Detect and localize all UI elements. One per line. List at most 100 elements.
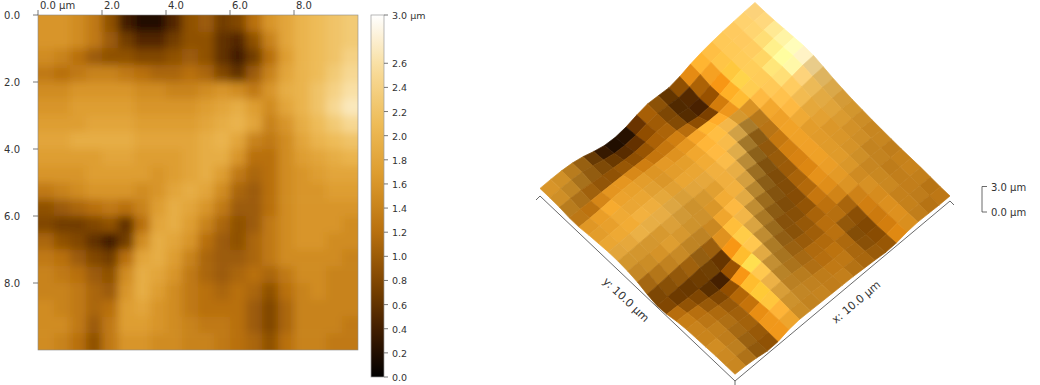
height-cell bbox=[326, 166, 343, 183]
height-cell bbox=[38, 300, 55, 317]
height-cell bbox=[262, 317, 279, 334]
height-cell bbox=[102, 32, 119, 49]
height-cell bbox=[38, 82, 55, 99]
height-cell bbox=[294, 132, 311, 149]
height-cell bbox=[310, 132, 327, 149]
height-cell bbox=[214, 32, 231, 49]
height-cell bbox=[262, 333, 279, 350]
height-cell bbox=[278, 15, 295, 32]
height-cell bbox=[118, 82, 135, 99]
height-cell bbox=[70, 266, 87, 283]
height-cell bbox=[54, 283, 71, 300]
colorbar-tick-label: 0.8 bbox=[392, 275, 407, 286]
height-cell bbox=[246, 266, 263, 283]
colorbar-tick bbox=[384, 135, 388, 136]
height-cell bbox=[54, 266, 71, 283]
height-cell bbox=[262, 166, 279, 183]
colorbar-tick bbox=[384, 208, 388, 209]
colorbar-tick bbox=[384, 328, 388, 329]
surface-3d bbox=[540, 2, 950, 374]
height-cell bbox=[246, 132, 263, 149]
colorbar-tick-label: 1.0 bbox=[392, 251, 407, 262]
height-cell bbox=[230, 199, 247, 216]
height-cell bbox=[118, 116, 135, 133]
height-cell bbox=[166, 65, 183, 82]
y-tick-label: 6.0 bbox=[4, 211, 20, 222]
height-cell bbox=[294, 266, 311, 283]
height-cell bbox=[166, 166, 183, 183]
height-cell bbox=[278, 216, 295, 233]
height-cell bbox=[70, 166, 87, 183]
z-tick-label: 0.0 µm bbox=[991, 207, 1026, 218]
height-cell bbox=[70, 49, 87, 66]
height-cell bbox=[70, 116, 87, 133]
height-cell bbox=[86, 116, 103, 133]
height-cell bbox=[102, 15, 119, 32]
height-cell bbox=[70, 65, 87, 82]
height-cell bbox=[326, 49, 343, 66]
height-cell bbox=[214, 166, 231, 183]
x-axis-3d-label: x: 10.0 µm bbox=[829, 278, 883, 326]
height-cell bbox=[166, 250, 183, 267]
height-cell bbox=[102, 166, 119, 183]
height-cell bbox=[230, 333, 247, 350]
height-cell bbox=[54, 317, 71, 334]
height-cell bbox=[230, 233, 247, 250]
height-cell bbox=[54, 333, 71, 350]
height-cell bbox=[54, 250, 71, 267]
height-cell bbox=[134, 166, 151, 183]
height-cell bbox=[134, 283, 151, 300]
height-cell bbox=[262, 250, 279, 267]
height-cell bbox=[214, 266, 231, 283]
height-cell bbox=[118, 183, 135, 200]
height-cell bbox=[102, 233, 119, 250]
height-cell bbox=[102, 250, 119, 267]
height-cell bbox=[198, 49, 215, 66]
colorbar-tick-label: 2.6 bbox=[392, 58, 407, 69]
height-cell bbox=[198, 199, 215, 216]
height-cell bbox=[326, 65, 343, 82]
height-cell bbox=[278, 333, 295, 350]
height-cell bbox=[278, 199, 295, 216]
height-cell bbox=[278, 49, 295, 66]
height-cell bbox=[262, 99, 279, 116]
colorbar-tick bbox=[384, 377, 388, 378]
height-cell bbox=[342, 32, 358, 49]
height-cell bbox=[134, 132, 151, 149]
height-cell bbox=[134, 317, 151, 334]
height-cell bbox=[198, 149, 215, 166]
height-cell bbox=[342, 65, 358, 82]
height-cell bbox=[326, 250, 343, 267]
height-cell bbox=[70, 199, 87, 216]
height-cell bbox=[182, 333, 199, 350]
height-cell bbox=[86, 233, 103, 250]
y-tick-label: 2.0 bbox=[4, 77, 20, 88]
height-cell bbox=[70, 15, 87, 32]
height-cell bbox=[70, 233, 87, 250]
height-cell bbox=[326, 183, 343, 200]
height-cell bbox=[118, 149, 135, 166]
height-cell bbox=[166, 300, 183, 317]
height-cell bbox=[198, 65, 215, 82]
colorbar-tick bbox=[384, 256, 388, 257]
height-cell bbox=[150, 32, 167, 49]
height-cell bbox=[182, 317, 199, 334]
height-cell bbox=[54, 49, 71, 66]
height-cell bbox=[246, 283, 263, 300]
height-cell bbox=[134, 82, 151, 99]
height-cell bbox=[310, 333, 327, 350]
height-cell bbox=[342, 216, 358, 233]
height-cell bbox=[86, 300, 103, 317]
height-cell bbox=[38, 216, 55, 233]
height-cell bbox=[134, 99, 151, 116]
height-cell bbox=[230, 65, 247, 82]
height-cell bbox=[230, 183, 247, 200]
height-cell bbox=[342, 283, 358, 300]
height-cell bbox=[198, 317, 215, 334]
height-cell bbox=[326, 99, 343, 116]
height-cell bbox=[38, 15, 55, 32]
height-cell bbox=[342, 300, 358, 317]
height-cell bbox=[102, 333, 119, 350]
height-cell bbox=[102, 49, 119, 66]
height-cell bbox=[134, 32, 151, 49]
